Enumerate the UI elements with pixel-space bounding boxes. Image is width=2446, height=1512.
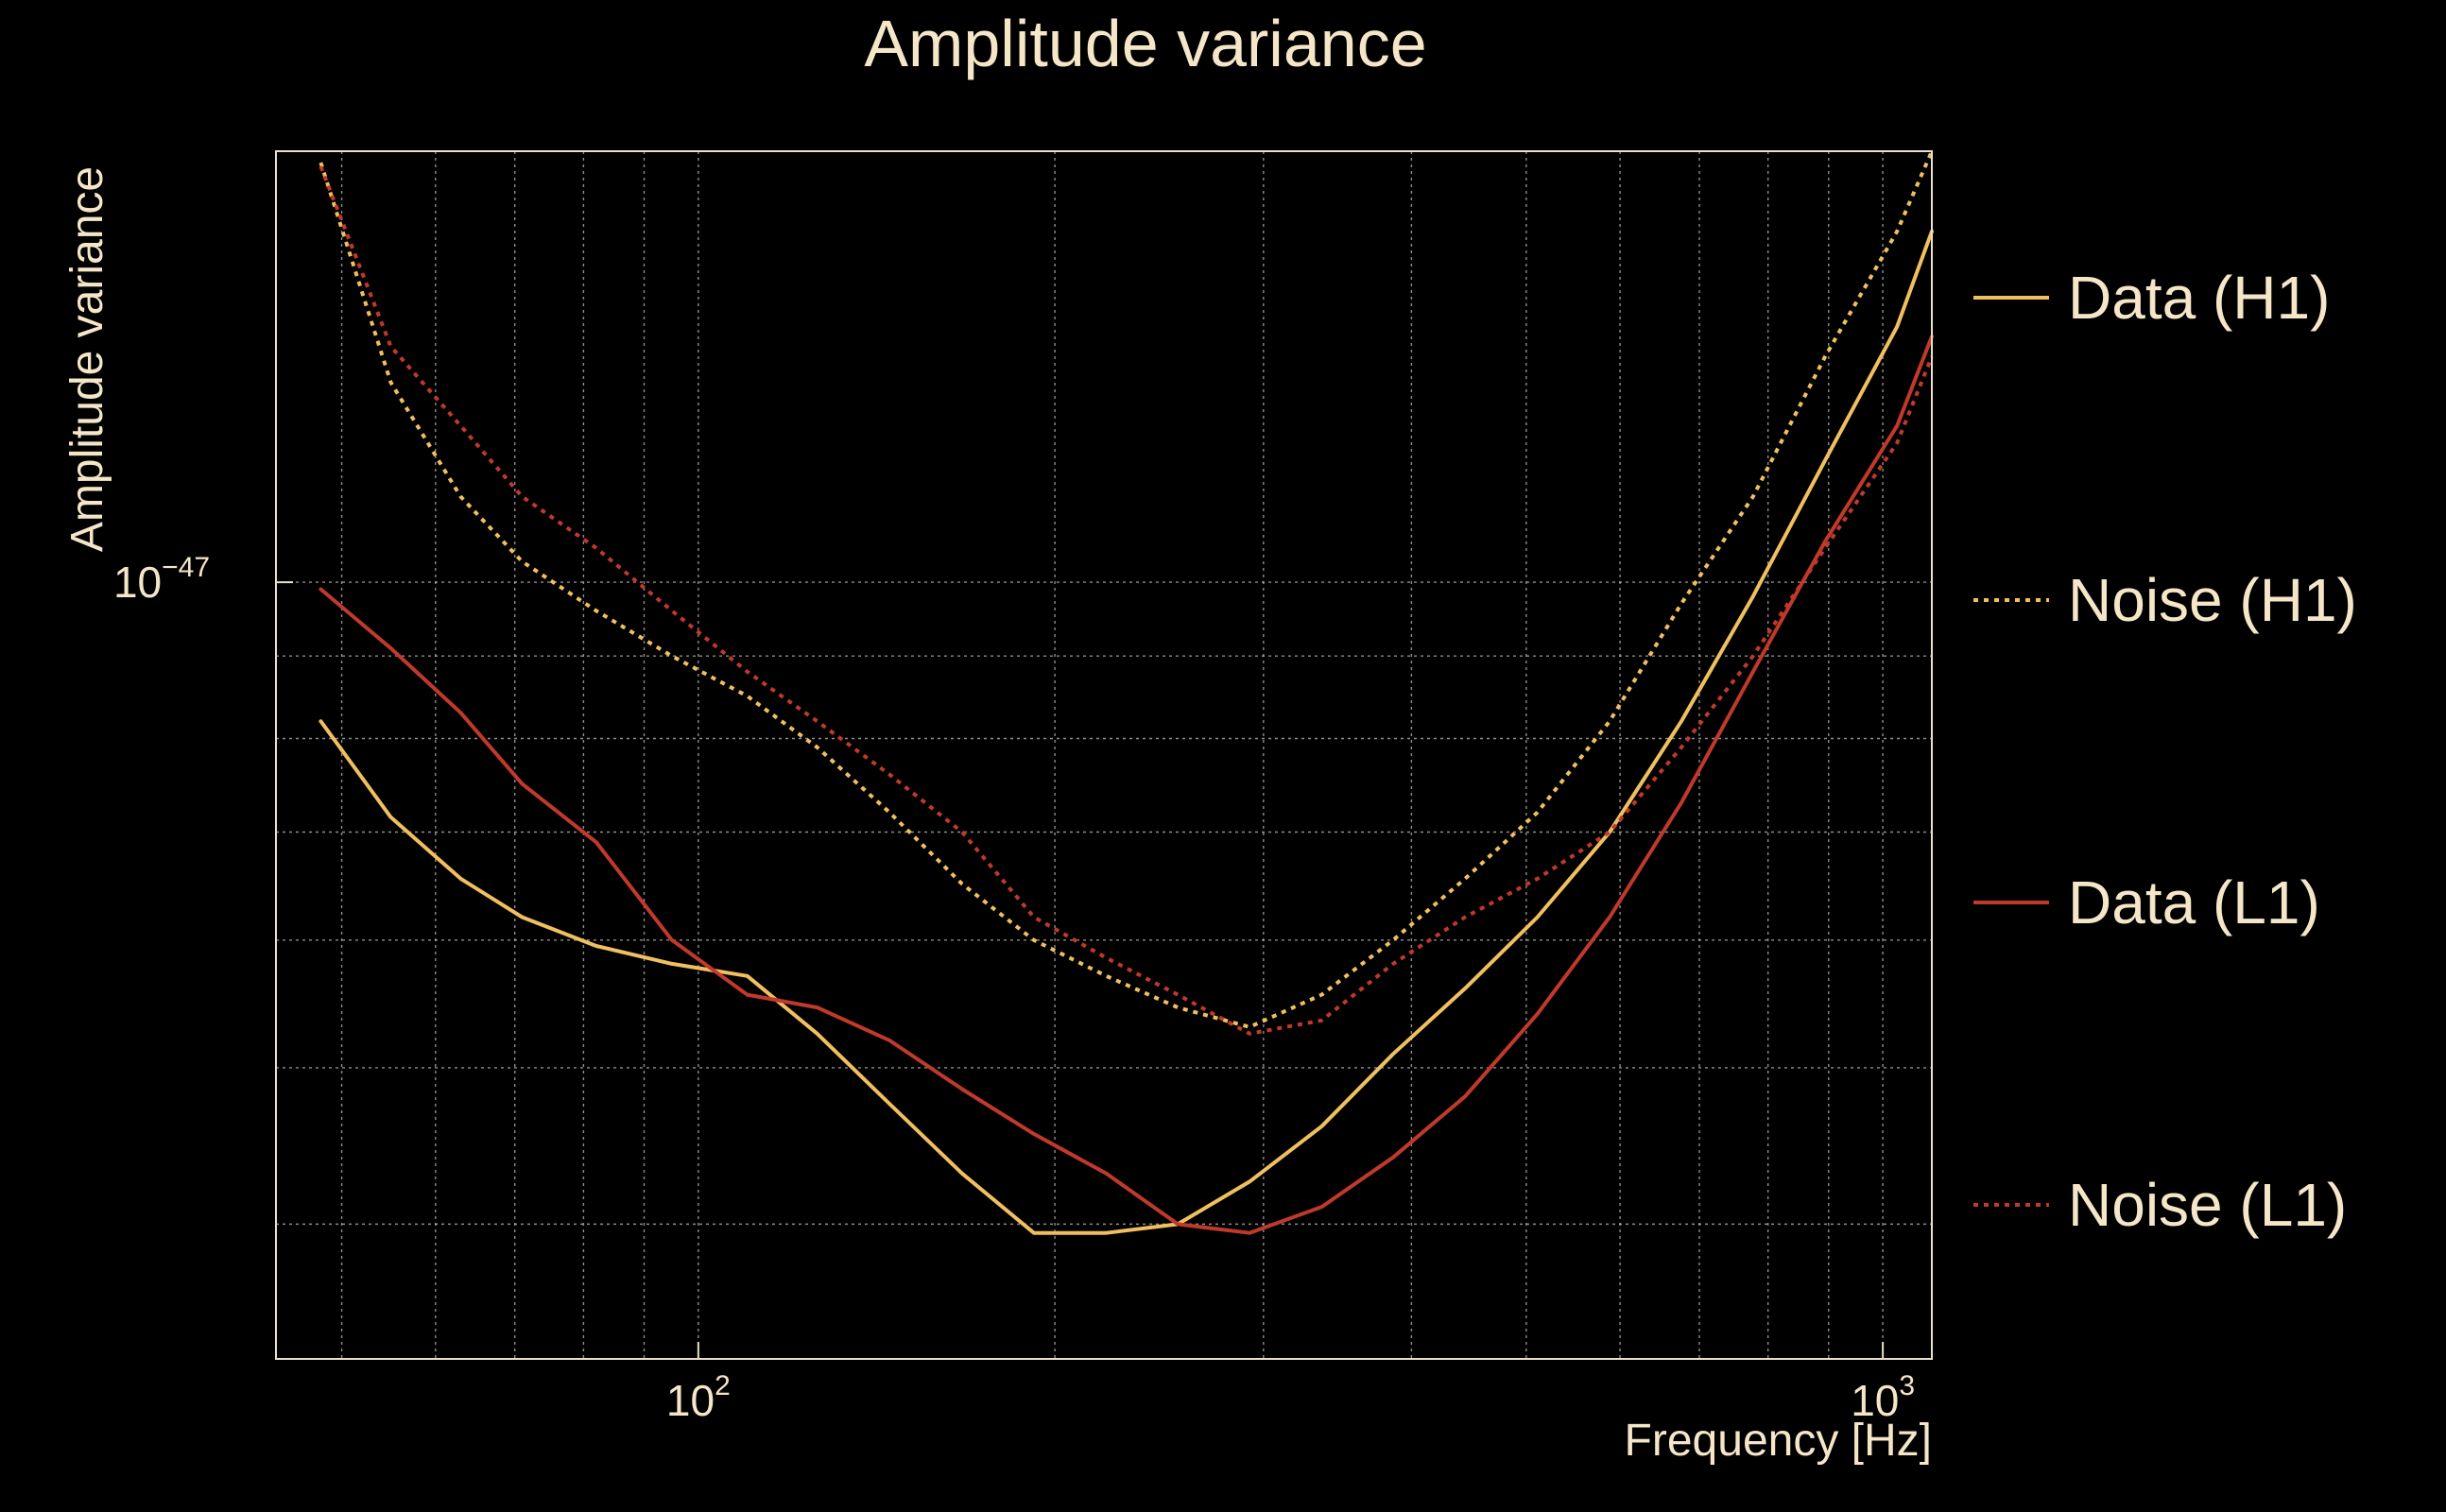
plot-series: [319, 150, 1934, 1235]
legend-label: Data (H1): [2068, 264, 2330, 332]
x-axis-label: Frequency [Hz]: [1625, 1416, 1932, 1466]
legend-label: Noise (H1): [2068, 566, 2357, 634]
legend-label: Data (L1): [2068, 868, 2320, 936]
series-line-data-l1: [319, 335, 1934, 1235]
grid: [276, 151, 1932, 1359]
legend-label: Noise (L1): [2068, 1171, 2347, 1239]
plot-frame: [275, 150, 1933, 1360]
x-tick-label: 103: [1851, 1370, 1915, 1425]
axis-ticks: 102 103 10−47: [113, 552, 1915, 1425]
series-line-noise-h1: [319, 150, 1934, 1029]
series-line-data-h1: [319, 229, 1934, 1235]
y-tick-label: 10−47: [113, 552, 210, 607]
chart-title: Amplitude variance: [864, 7, 1426, 80]
legend: Data (H1) Noise (H1) Data (L1) Noise (L1): [1973, 264, 2357, 1239]
x-tick-label: 102: [666, 1370, 731, 1425]
series-line-noise-l1: [319, 165, 1934, 1036]
y-axis-label: Amplitude variance: [62, 166, 112, 552]
